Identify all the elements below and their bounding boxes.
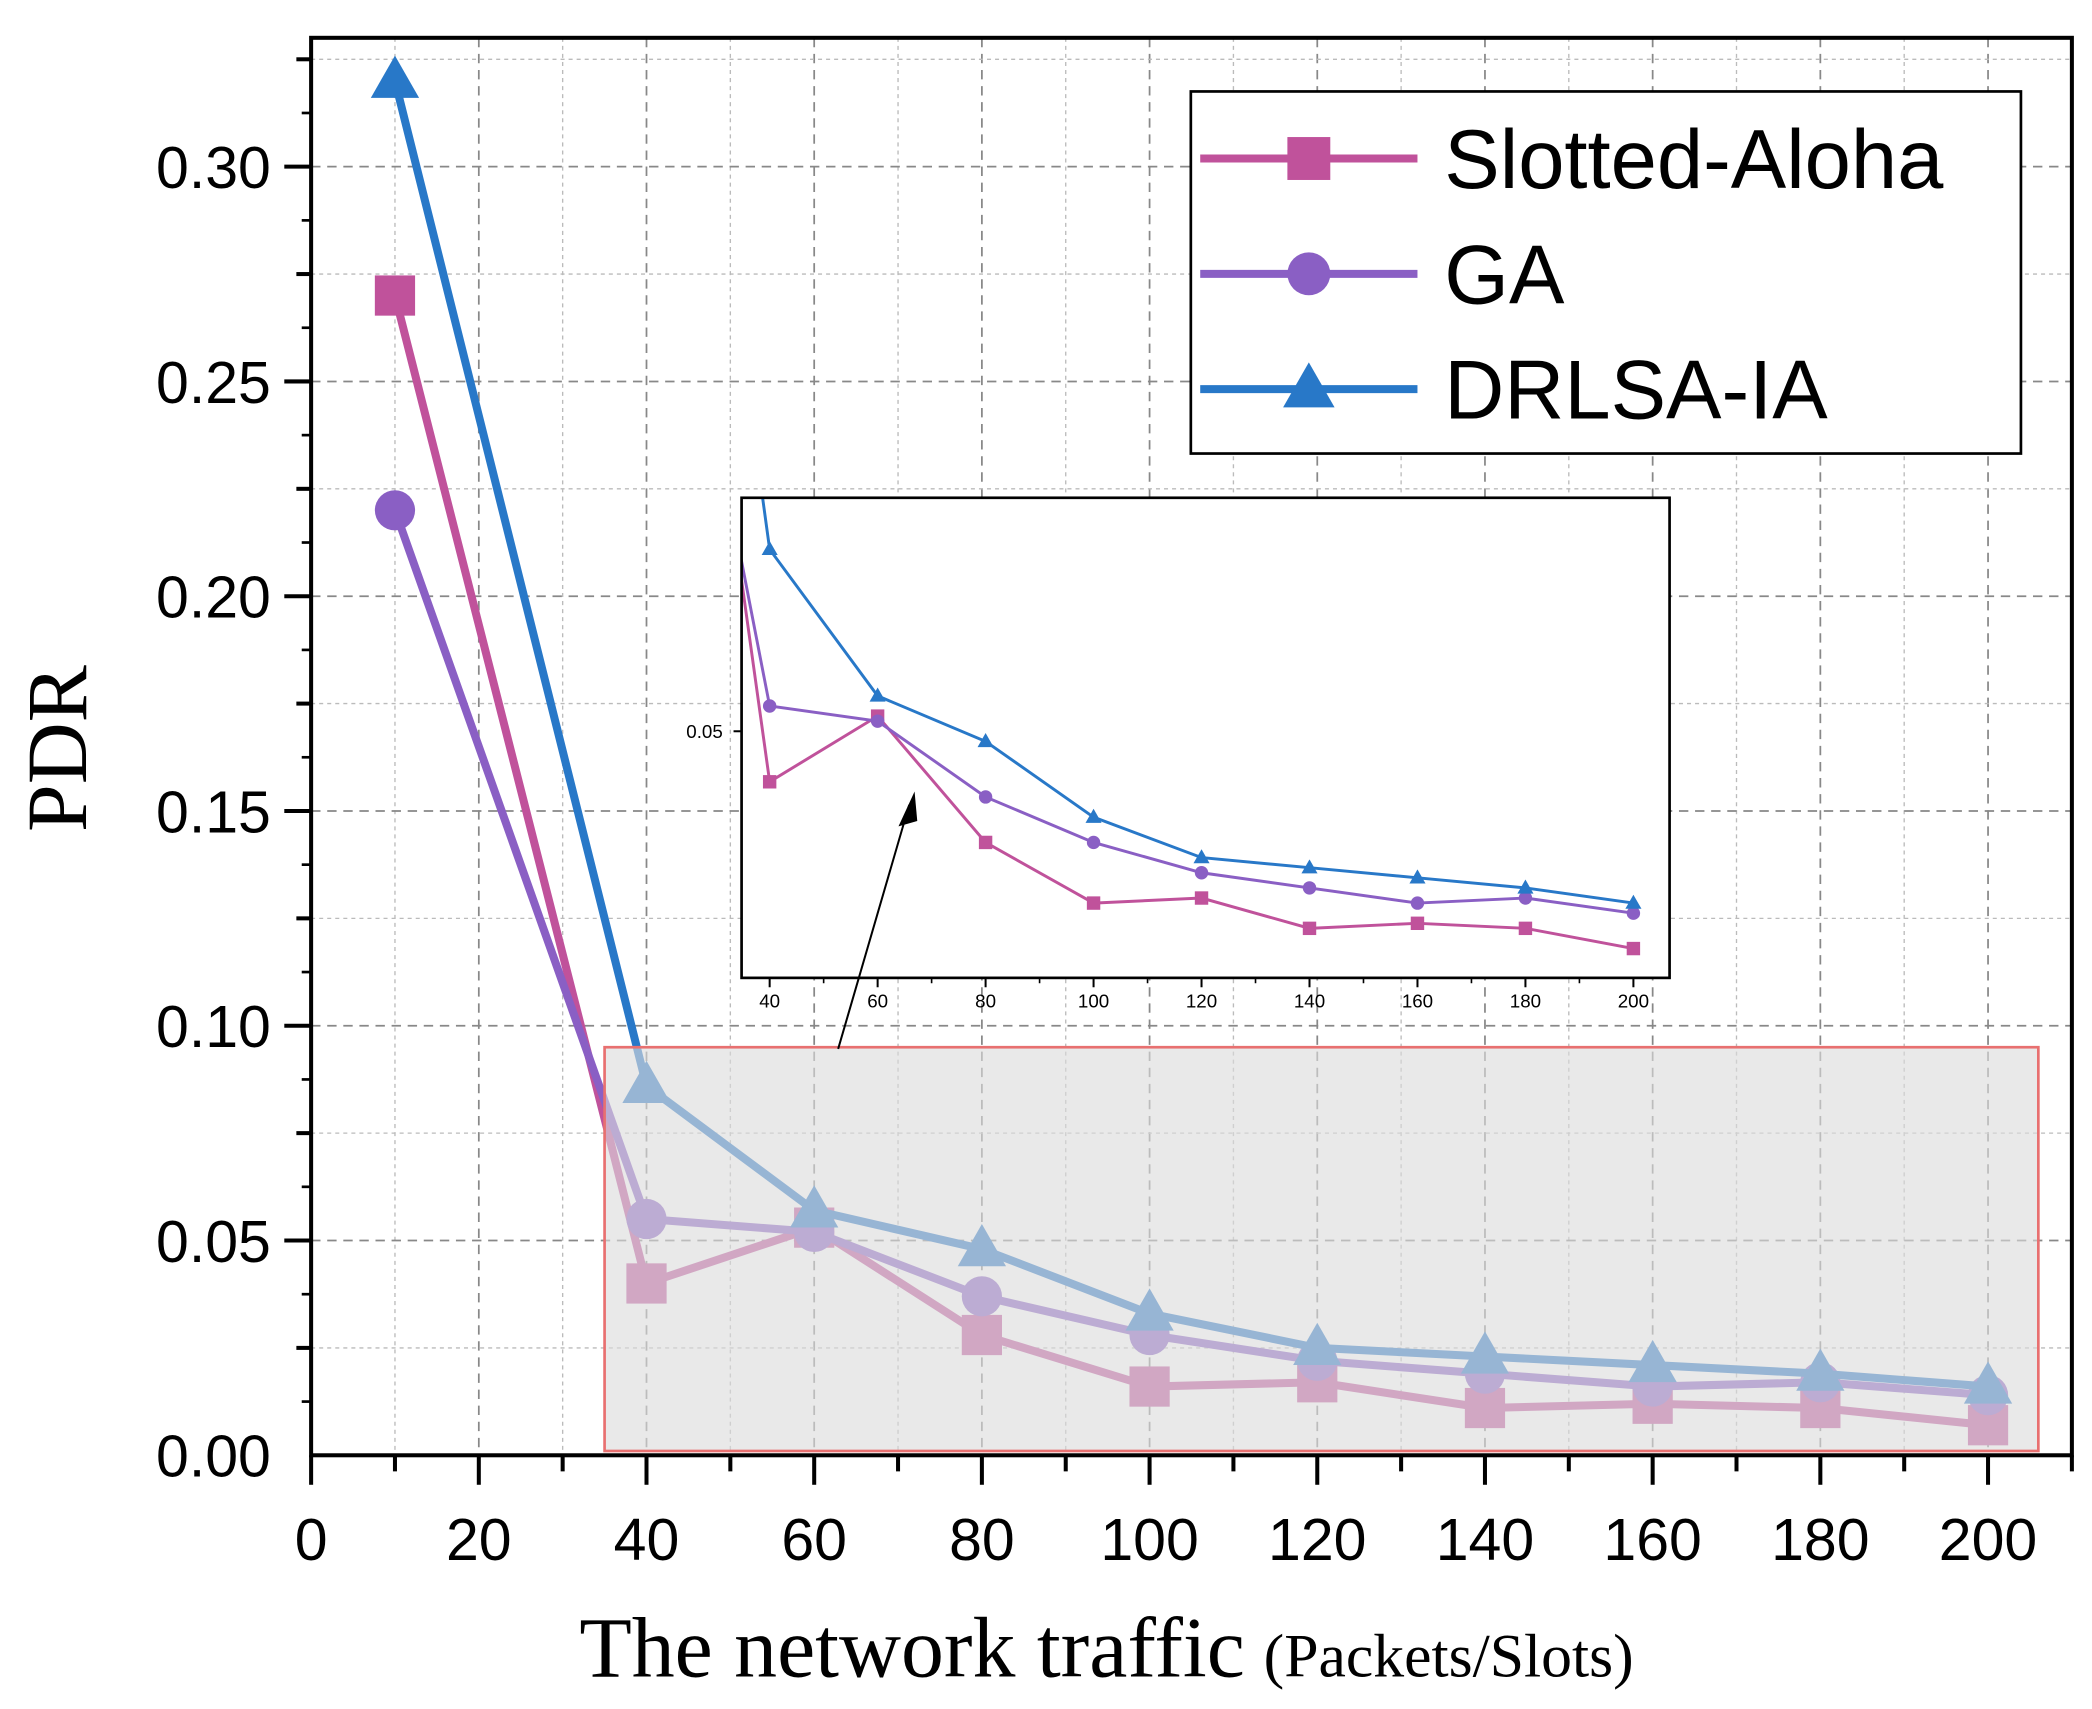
x-axis-label-main: The network traffic xyxy=(579,1601,1245,1696)
inset-x-tick-label: 40 xyxy=(759,990,780,1011)
inset-data-point xyxy=(1193,849,1210,864)
legend-label: Slotted-Aloha xyxy=(1444,113,1944,206)
y-tick-label: 0.30 xyxy=(156,135,271,201)
inset-data-point xyxy=(1410,896,1425,910)
highlight-region xyxy=(603,1045,2040,1453)
inset-data-point xyxy=(978,790,993,804)
inset-y-tick-label: 0.05 xyxy=(686,721,723,742)
legend-item-ga: GA xyxy=(1200,228,1565,321)
inset-data-point xyxy=(762,699,777,713)
inset-data-point xyxy=(1301,859,1318,874)
legend-label: GA xyxy=(1444,228,1565,321)
inset-data-point xyxy=(1518,891,1533,905)
x-tick-label: 100 xyxy=(1100,1507,1198,1573)
x-axis-label-unit: (Packets/Slots) xyxy=(1264,1623,1634,1691)
inset-x-tick-label: 140 xyxy=(1294,990,1325,1011)
inset-data-point xyxy=(1518,921,1533,936)
x-tick-label: 160 xyxy=(1603,1507,1701,1573)
inset-x-tick-label: 100 xyxy=(1078,990,1109,1011)
y-axis-label: PDR xyxy=(10,664,105,832)
inset-series xyxy=(741,497,1642,956)
inset-x-tick-label: 60 xyxy=(867,990,888,1011)
inset-data-point xyxy=(1626,941,1641,956)
y-tick-label: 0.05 xyxy=(156,1209,271,1275)
x-tick-label: 180 xyxy=(1771,1507,1869,1573)
inset-data-point xyxy=(1194,866,1209,880)
y-tick-label: 0.20 xyxy=(156,565,271,631)
inset-series-drlsa-ia xyxy=(761,497,1642,909)
inset-x-tick-label: 80 xyxy=(975,990,996,1011)
legend-item-drlsa-ia: DRLSA-IA xyxy=(1200,344,1828,437)
inset-data-point xyxy=(761,540,778,556)
legend-item-slotted-aloha: Slotted-Aloha xyxy=(1200,113,1944,206)
inset-data-point xyxy=(1086,835,1101,850)
x-tick-label: 60 xyxy=(781,1507,847,1573)
x-tick-label: 120 xyxy=(1268,1507,1366,1573)
inset-data-point xyxy=(869,687,886,702)
y-tick-label: 0.25 xyxy=(156,350,271,416)
inset-x-tick-label: 160 xyxy=(1402,990,1433,1011)
inset-data-point xyxy=(1409,869,1426,884)
x-axis-label: The network traffic (Packets/Slots) xyxy=(579,1601,1633,1696)
zoom-arrow xyxy=(837,804,911,1050)
x-tick-label: 200 xyxy=(1939,1507,2037,1573)
inset-data-point xyxy=(1625,894,1642,909)
inset-data-point xyxy=(1626,906,1641,920)
zoom-arrow-head xyxy=(898,791,918,827)
legend-marker xyxy=(1287,252,1331,296)
inset-data-point xyxy=(1085,808,1102,823)
y-tick-label: 0.15 xyxy=(156,779,271,845)
legend-marker xyxy=(1283,362,1335,408)
data-point xyxy=(374,490,416,531)
inset-chart: 40 60 80 100 120 140 160 180 200 0.05 xyxy=(686,496,1671,1011)
inset-x-tick-label: 200 xyxy=(1618,990,1649,1011)
axes: 0 20 40 60 80 100 120 140 160 180 200 0.00 0.05 0.10 0… xyxy=(156,35,2074,1573)
inset-data-point xyxy=(1410,916,1425,931)
inset-series-line xyxy=(761,497,1634,905)
inset-data-point xyxy=(1302,921,1317,936)
data-point xyxy=(370,55,420,98)
y-tick-label: 0.10 xyxy=(156,994,271,1060)
legend-label: DRLSA-IA xyxy=(1444,344,1828,437)
inset-data-point xyxy=(762,775,777,789)
legend-marker xyxy=(1287,137,1331,180)
data-point xyxy=(374,275,416,316)
inset-data-point xyxy=(870,714,885,728)
inset-series-ga xyxy=(741,553,1641,920)
inset-data-point xyxy=(1517,879,1534,894)
inset-data-point xyxy=(1302,881,1317,895)
inset-series-line xyxy=(741,553,1634,915)
inset-series-line xyxy=(741,569,1634,951)
plot-frame xyxy=(309,35,2074,1458)
inset-data-point xyxy=(978,835,993,850)
x-tick-label: 80 xyxy=(949,1507,1015,1573)
x-tick-label: 20 xyxy=(446,1507,512,1573)
legend: Slotted-Aloha GA DRLSA-IA xyxy=(1189,90,2023,455)
x-tick-label: 40 xyxy=(614,1507,680,1573)
inset-frame xyxy=(740,496,1671,980)
x-tick-label: 140 xyxy=(1436,1507,1534,1573)
inset-data-point xyxy=(1194,891,1209,905)
x-tick-label: 0 xyxy=(295,1507,328,1573)
inset-x-tick-label: 180 xyxy=(1510,990,1541,1011)
inset-data-point xyxy=(1086,896,1101,910)
inset-x-tick-label: 120 xyxy=(1186,990,1217,1011)
inset-series-slotted-aloha xyxy=(741,569,1641,956)
y-tick-label: 0.00 xyxy=(156,1424,271,1490)
inset-data-point xyxy=(977,732,994,748)
